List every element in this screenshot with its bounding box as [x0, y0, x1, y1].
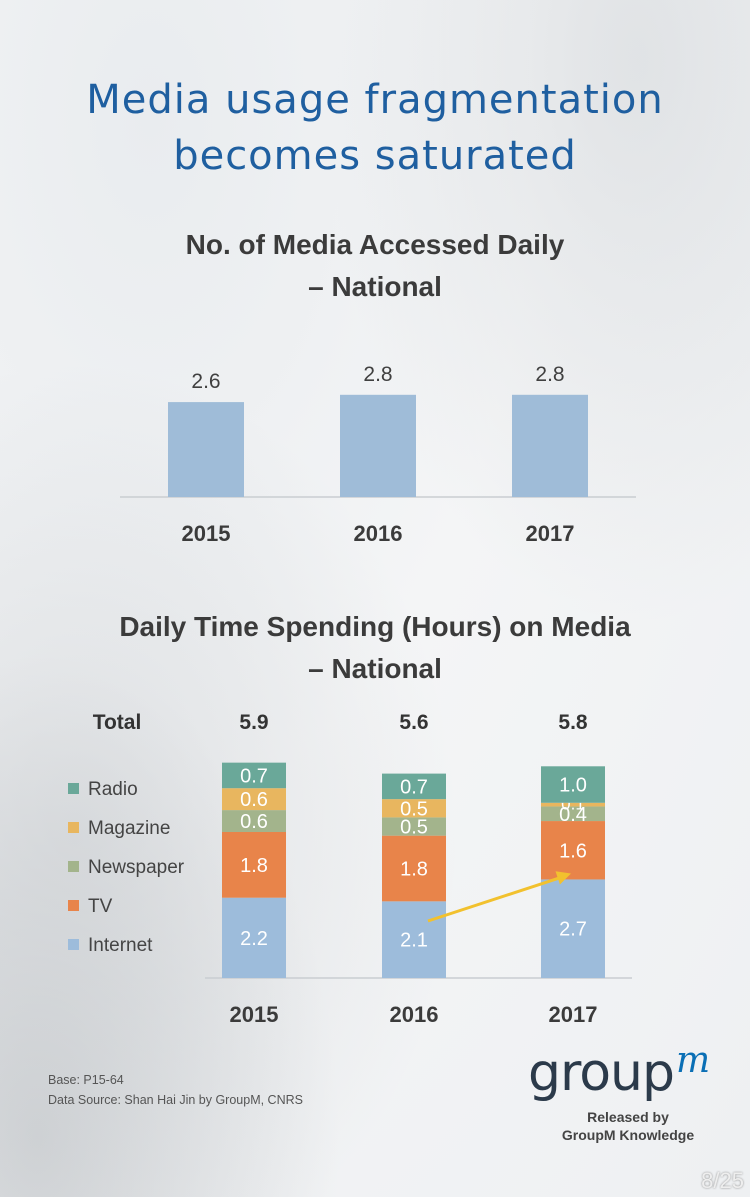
chart2-arrow-line	[427, 876, 562, 923]
chart2-value-radio-2017: 1.0	[559, 775, 587, 797]
chart2-legend-label-newspaper: Newspaper	[88, 857, 185, 878]
chart1-value-label-2016: 2.8	[363, 363, 392, 386]
chart1-title: No. of Media Accessed Daily – National	[0, 224, 750, 308]
chart2-value-tv-2017: 1.6	[559, 840, 587, 862]
chart2-title-line2: – National	[308, 653, 442, 684]
slide-title-line1: Media usage fragmentation	[86, 77, 664, 123]
chart1-bar-2016	[340, 394, 416, 497]
chart2-segment-newspaper-2017	[541, 806, 605, 822]
chart1-xtick-2016: 2016	[354, 521, 403, 546]
logo-sup: m	[676, 1040, 710, 1081]
logo-text: group	[528, 1043, 675, 1103]
chart2-value-tv-2015: 1.8	[240, 855, 268, 877]
chart1-value-label-2015: 2.6	[191, 370, 220, 393]
chart2-xtick-2017: 2017	[549, 1002, 598, 1027]
chart2-segment-magazine-2015	[222, 788, 286, 811]
chart1-xtick-2017: 2017	[526, 521, 575, 546]
chart2-value-magazine-2016: 0.5	[400, 798, 428, 820]
media-accessed-chart: 2.6 2015 2.8 2016 2.8 2017	[120, 363, 636, 546]
chart1-title-line1: No. of Media Accessed Daily	[185, 229, 565, 260]
chart2-segment-radio-2016	[382, 773, 446, 800]
chart2-legend-swatch-radio	[68, 783, 79, 794]
chart2-value-newspaper-2015: 0.6	[240, 811, 268, 833]
base-note: Base: P15-64	[48, 1073, 124, 1087]
chart2-total-2016: 5.6	[399, 711, 428, 734]
chart2-value-internet-2016: 2.1	[400, 930, 428, 952]
source-note: Data Source: Shan Hai Jin by GroupM, CNR…	[48, 1093, 303, 1107]
chart1-xtick-2015: 2015	[182, 521, 231, 546]
chart2-legend-swatch-newspaper	[68, 861, 79, 872]
chart2-value-newspaper-2016: 0.5	[400, 817, 428, 839]
chart2-legend-label-magazine: Magazine	[88, 818, 170, 839]
chart2-value-internet-2017: 2.7	[559, 919, 587, 941]
chart2-segment-newspaper-2015	[222, 810, 286, 832]
chart2-segment-newspaper-2016	[382, 817, 446, 836]
chart2-value-newspaper-2017: 0.4	[559, 804, 587, 826]
chart2-value-internet-2015: 2.2	[240, 928, 268, 950]
chart2-value-radio-2016: 0.7	[400, 776, 428, 798]
chart2-title: Daily Time Spending (Hours) on Media – N…	[0, 606, 750, 690]
chart2-segment-magazine-2017	[541, 802, 605, 807]
released-by: Released by GroupM Knowledge	[548, 1108, 708, 1144]
chart2-segment-magazine-2016	[382, 799, 446, 818]
chart2-legend-swatch-internet	[68, 939, 79, 950]
slide-title: Media usage fragmentation becomes satura…	[0, 72, 750, 184]
chart2-legend-label-radio: Radio	[88, 779, 138, 800]
released-line2: GroupM Knowledge	[561, 1127, 695, 1143]
chart2-segment-internet-2016	[382, 901, 446, 978]
chart2-xtick-2015: 2015	[230, 1002, 279, 1027]
chart1-value-label-2017: 2.8	[535, 363, 564, 386]
chart2-value-radio-2015: 0.7	[240, 765, 268, 787]
slide-title-line2: becomes saturated	[173, 133, 577, 179]
chart1-bar-2017	[512, 394, 588, 497]
released-line1: Released by	[587, 1109, 669, 1125]
chart1-bar-2015	[168, 402, 244, 497]
chart2-legend-label-internet: Internet	[88, 935, 153, 956]
chart1-title-line2: – National	[308, 271, 442, 302]
chart2-segment-internet-2015	[222, 897, 286, 978]
chart2-total-heading: Total	[93, 711, 142, 734]
chart2-segment-radio-2017	[541, 766, 605, 803]
chart2-value-magazine-2015: 0.6	[240, 789, 268, 811]
chart2-total-2017: 5.8	[558, 711, 588, 734]
groupm-logo: groupm	[528, 1040, 710, 1103]
page-number: 8/25	[701, 1168, 744, 1193]
chart2-segment-internet-2017	[541, 879, 605, 978]
chart2-segment-tv-2015	[222, 832, 286, 898]
chart2-segment-tv-2017	[541, 821, 605, 880]
chart2-value-tv-2016: 1.8	[400, 859, 428, 881]
chart2-legend-swatch-magazine	[68, 822, 79, 833]
chart2-legend-swatch-tv	[68, 900, 79, 911]
chart2-segment-tv-2016	[382, 835, 446, 902]
chart2-xtick-2016: 2016	[390, 1002, 439, 1027]
chart2-segment-radio-2015	[222, 762, 286, 789]
chart2-title-line1: Daily Time Spending (Hours) on Media	[119, 611, 631, 642]
chart2-total-2015: 5.9	[239, 711, 268, 734]
chart2-legend-label-tv: TV	[88, 896, 113, 917]
chart2-arrow-head	[555, 871, 571, 885]
